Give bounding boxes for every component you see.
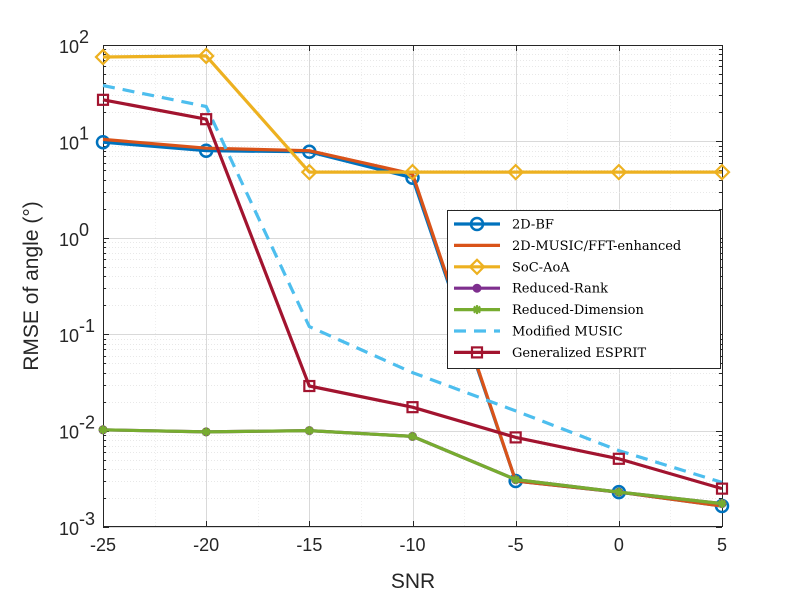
legend-label-2d-bf: 2D-BF: [512, 218, 554, 233]
legend-label-soc-aoa: SoC-AoA: [512, 260, 570, 275]
data-point-generalized-esprit: [303, 379, 316, 393]
series-reduced-dimension: [98, 425, 727, 509]
x-tick-label: -20: [193, 535, 219, 555]
legend-item-modified-music: Modified MUSIC: [454, 325, 623, 340]
data-point-soc-aoa: [300, 163, 318, 181]
data-point-soc-aoa: [403, 163, 422, 181]
data-point-reduced-dimension: [201, 427, 211, 437]
y-tick-exponent: 1: [79, 123, 89, 143]
series-line-generalized-esprit: [102, 98, 723, 491]
data-point-soc-aoa: [610, 163, 628, 181]
legend-item-2d-music-fft-enhanced: 2D-MUSIC/FFT-enhanced: [454, 239, 681, 254]
x-tick-label: 5: [717, 535, 727, 555]
legend-label-modified-music: Modified MUSIC: [512, 325, 623, 340]
x-tick-label: -5: [508, 535, 524, 555]
data-point-generalized-esprit: [612, 452, 625, 465]
series-modified-music: [102, 83, 723, 484]
y-tick-label: 10: [59, 133, 79, 153]
x-tick-label: -25: [90, 535, 116, 555]
data-point-2d-bf: [198, 143, 214, 158]
legend-marker-generalized-esprit: [470, 346, 484, 359]
data-point-reduced-dimension: [98, 425, 108, 435]
y-tick-label: 10: [59, 519, 79, 539]
data-point-reduced-dimension: [408, 431, 417, 441]
legend-item-reduced-dimension: Reduced-Dimension: [454, 303, 644, 318]
series-soc-aoa: [94, 47, 731, 181]
legend-item-soc-aoa: SoC-AoA: [454, 258, 570, 276]
x-tick-label: -15: [296, 535, 322, 555]
y-tick-exponent: 2: [79, 27, 89, 47]
legend-marker-reduced-dimension: [472, 305, 482, 315]
y-tick-exponent: -3: [79, 509, 95, 529]
data-point-reduced-dimension: [304, 426, 314, 436]
data-point-generalized-esprit: [509, 431, 522, 444]
legend-label-2d-music-fft-enhanced: 2D-MUSIC/FFT-enhanced: [512, 239, 681, 254]
y-tick-exponent: -2: [79, 413, 95, 433]
data-point-soc-aoa: [713, 163, 731, 181]
y-tick-label: 10: [59, 230, 79, 250]
x-tick-label: -10: [399, 535, 425, 555]
y-tick-exponent: -1: [79, 316, 95, 336]
y-tick-label: 10: [59, 423, 79, 443]
y-axis-label: RMSE of angle (°): [20, 201, 43, 370]
legend-item-generalized-esprit: Generalized ESPRIT: [454, 346, 646, 361]
legend-item-2d-bf: 2D-BF: [454, 216, 554, 233]
data-point-generalized-esprit: [200, 113, 213, 126]
y-tick-exponent: 0: [79, 220, 89, 240]
y-tick-label: 10: [59, 37, 79, 57]
series-lines: [94, 47, 731, 514]
legend-label-reduced-dimension: Reduced-Dimension: [512, 303, 644, 318]
y-tick-label: 10: [59, 326, 79, 346]
data-point-2d-bf: [95, 134, 111, 150]
legend-label-generalized-esprit: Generalized ESPRIT: [512, 346, 646, 361]
data-point-soc-aoa: [197, 47, 215, 65]
series-line-modified-music: [102, 83, 723, 484]
legend: 2D-BF 2D-MUSIC/FFT-enhanced SoC-AoA Reduced…: [447, 210, 721, 369]
data-point-soc-aoa: [94, 48, 112, 66]
x-tick-label: 0: [614, 535, 624, 555]
legend-item-reduced-rank: Reduced-Rank: [454, 282, 608, 297]
legend-marker-reduced-rank: [472, 283, 482, 293]
data-point-reduced-dimension: [717, 499, 727, 509]
data-point-reduced-dimension: [614, 487, 624, 497]
legend-label-reduced-rank: Reduced-Rank: [512, 282, 608, 297]
data-point-generalized-esprit: [406, 401, 419, 414]
legend-marker-soc-aoa: [468, 258, 486, 276]
x-axis-label: SNR: [391, 570, 435, 593]
legend-marker-2d-bf: [469, 216, 485, 232]
data-point-soc-aoa: [507, 163, 525, 181]
series-generalized-esprit: [96, 93, 729, 495]
data-point-generalized-esprit: [96, 93, 110, 106]
series-line-soc-aoa: [102, 54, 722, 174]
data-point-reduced-dimension: [511, 475, 521, 485]
data-point-generalized-esprit: [715, 482, 729, 495]
